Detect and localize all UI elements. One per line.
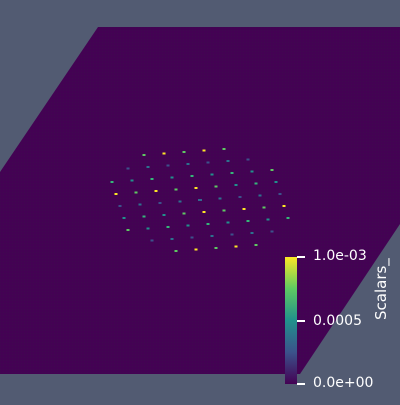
scalar-peak-mark — [190, 236, 194, 239]
scalar-peak-mark — [190, 175, 194, 177]
scalar-peak-mark — [142, 215, 146, 218]
scalar-peak-mark — [234, 245, 238, 248]
scalar-peak-mark — [250, 232, 254, 234]
scalar-peak-mark — [174, 250, 178, 252]
scalar-peak-mark — [286, 217, 290, 219]
colorbar-tick-mid — [297, 320, 305, 322]
scalar-peak-mark — [254, 182, 258, 185]
scalar-peak-mark — [182, 151, 186, 153]
scalar-peak-mark — [170, 176, 174, 179]
colorbar-label-mid: 0.0005 — [313, 313, 362, 329]
scalar-peak-mark — [174, 188, 178, 191]
scalar-peak-mark — [150, 239, 154, 242]
scalar-peak-mark — [250, 170, 254, 173]
scalar-peak-mark — [154, 190, 158, 192]
scalar-peak-mark — [210, 235, 214, 237]
colorbar-label-min: 0.0e+00 — [313, 375, 374, 391]
colorbar-tick-max — [297, 256, 305, 258]
scalar-peak-mark — [178, 200, 182, 203]
scalar-peak-mark — [110, 181, 114, 183]
scalar-peak-mark — [214, 247, 218, 249]
scalar-peak-mark — [142, 154, 146, 156]
scalar-peak-mark — [258, 194, 262, 197]
colorbar-tick-min — [297, 383, 305, 385]
scalar-peak-mark — [238, 196, 242, 198]
scalar-peak-mark — [162, 152, 166, 155]
scalar-peak-mark — [130, 179, 134, 182]
scalar-peak-mark — [150, 178, 154, 180]
scalar-peak-mark — [270, 230, 274, 233]
scalar-peak-mark — [162, 214, 166, 216]
scalar-peak-mark — [254, 244, 258, 246]
scalar-peak-mark — [270, 169, 274, 171]
scalar-peak-mark — [198, 199, 202, 201]
colorbar-title: Scalars_ — [372, 258, 390, 320]
scalar-peak-mark — [146, 227, 150, 230]
scalar-peak-mark — [182, 212, 186, 215]
scalar-peak-mark — [186, 224, 190, 227]
scalar-peak-mark — [246, 158, 250, 161]
scalar-peak-mark — [214, 185, 218, 188]
scalar-peak-mark — [126, 167, 130, 170]
scalar-peak-mark — [126, 229, 130, 231]
scalar-peak-mark — [242, 208, 246, 210]
scalar-peak-mark — [210, 173, 214, 176]
scalar-peak-mark — [146, 166, 150, 168]
scalar-peak-mark — [166, 226, 170, 228]
colorbar-label-max: 1.0e-03 — [313, 248, 367, 264]
scalar-peak-mark — [282, 205, 286, 207]
scalar-peak-mark — [266, 218, 270, 221]
scalar-peak-mark — [222, 209, 226, 212]
scalar-peak-mark — [230, 233, 234, 236]
scalar-peak-mark — [138, 203, 142, 206]
scalar-peak-mark — [226, 160, 230, 162]
scalar-peak-mark — [278, 193, 282, 195]
scalar-peak-mark — [226, 221, 230, 224]
scalar-peak-mark — [206, 223, 210, 225]
scalar-peak-mark — [262, 206, 266, 209]
scalar-peak-mark — [114, 193, 118, 195]
scalar-peak-mark — [118, 205, 122, 207]
scalar-peak-mark — [218, 197, 222, 200]
colorbar — [285, 257, 297, 384]
scalar-peak-mark — [274, 181, 278, 183]
scalar-peaks — [110, 148, 290, 252]
scalar-peak-mark — [202, 211, 206, 213]
scalar-peak-mark — [202, 149, 206, 152]
scalar-peak-mark — [134, 191, 138, 194]
scalar-peak-mark — [166, 164, 170, 167]
scalar-peak-mark — [186, 163, 190, 165]
scalar-peak-mark — [234, 184, 238, 186]
scalar-peak-mark — [222, 148, 226, 150]
scalar-peak-mark — [194, 248, 198, 251]
scalar-peak-mark — [230, 172, 234, 174]
scalar-peak-mark — [194, 187, 198, 189]
scalar-peak-mark — [158, 202, 162, 204]
scalar-peak-mark — [206, 161, 210, 164]
scalar-peak-mark — [122, 217, 126, 219]
scalar-peak-mark — [170, 238, 174, 240]
scalar-peak-mark — [246, 220, 250, 222]
